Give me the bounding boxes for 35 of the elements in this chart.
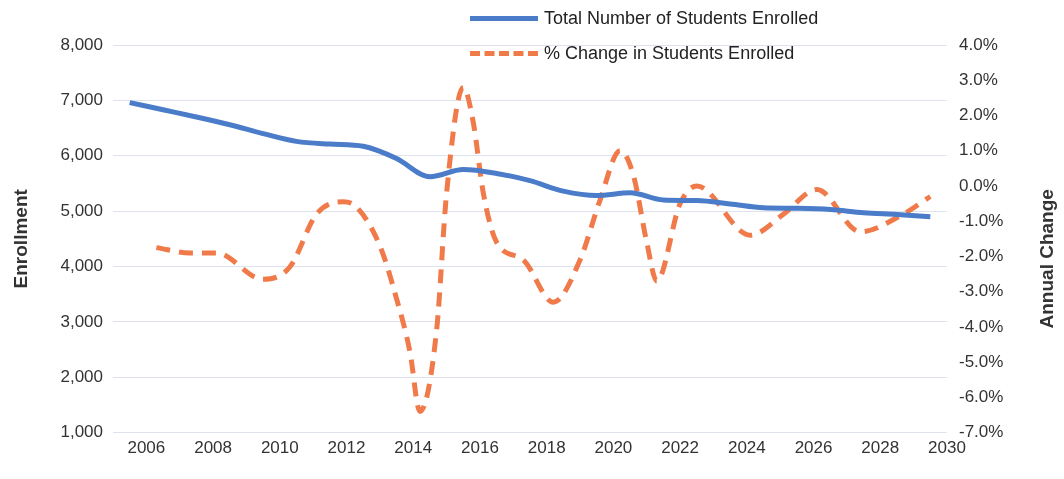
y-tick-label: 8,000 [60, 34, 103, 54]
legend-label: % Change in Students Enrolled [544, 43, 795, 64]
y2-tick-label: 1.0% [959, 140, 998, 160]
x-tick-label: 2022 [661, 438, 700, 458]
y2-tick-label: -2.0% [959, 246, 1004, 266]
x-tick-label: 2018 [527, 438, 566, 458]
y2-tick-label: -1.0% [959, 210, 1004, 230]
y2-tick-label: 2.0% [959, 105, 998, 125]
x-tick-label: 2020 [594, 438, 633, 458]
legend-label: Total Number of Students Enrolled [544, 8, 819, 29]
x-tick-label: 2024 [727, 438, 766, 458]
y-tick-label: 1,000 [60, 422, 103, 442]
x-tick-label: 2028 [861, 438, 900, 458]
y2-axis-title: Annual Change [1036, 189, 1058, 329]
y2-tick-label: -6.0% [959, 387, 1004, 407]
y2-tick-label: -5.0% [959, 351, 1004, 371]
x-tick-label: 2010 [260, 438, 299, 458]
y2-tick-label: -4.0% [959, 316, 1004, 336]
x-tick-label: 2012 [327, 438, 366, 458]
x-tick-label: 2008 [194, 438, 232, 458]
y-tick-label: 5,000 [60, 200, 103, 220]
x-tick-label: 2016 [461, 438, 499, 458]
y-tick-label: 6,000 [60, 145, 103, 165]
y-tick-label: 7,000 [60, 90, 103, 110]
x-tick-label: 2026 [794, 438, 833, 458]
y2-tick-label: 0.0% [959, 175, 998, 195]
y2-tick-label: -3.0% [959, 281, 1004, 301]
y-tick-label: 3,000 [60, 311, 103, 331]
y2-tick-label: 3.0% [959, 69, 998, 89]
y-tick-label: 2,000 [60, 366, 103, 386]
y2-tick-label: 4.0% [959, 34, 998, 54]
y-tick-label: 4,000 [60, 256, 103, 276]
x-tick-label: 2014 [394, 438, 433, 458]
x-tick-label: 2006 [127, 438, 166, 458]
y-axis-title: Enrollment [9, 188, 31, 289]
